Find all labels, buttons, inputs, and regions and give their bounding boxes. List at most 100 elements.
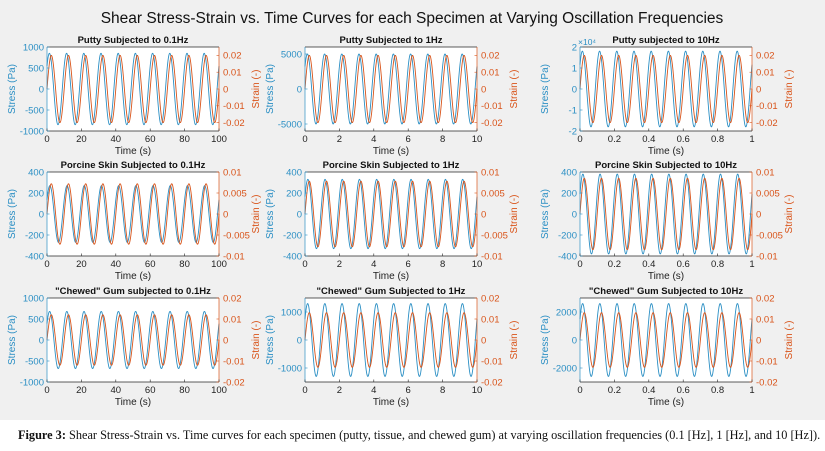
left-tick-label: 0 xyxy=(572,84,577,95)
subplot-2: 0 2 4 6 8 10-500005000-0.02-0.0100.010.02Putt… xyxy=(265,35,520,157)
left-tick-label: 500 xyxy=(28,314,44,325)
right-axis-label: Strain (-) xyxy=(509,70,520,109)
left-tick-label: -5000 xyxy=(278,119,302,130)
x-tick-label: 0.6 xyxy=(677,385,690,396)
stress-series-line xyxy=(304,303,478,377)
chart-grid: Shear Stress-Strain vs. Time Curves for … xyxy=(7,10,795,408)
x-tick-label: 0 xyxy=(577,134,582,145)
x-tick-label: 40 xyxy=(111,259,122,270)
strain-series-line xyxy=(46,54,220,124)
x-tick-label: 40 xyxy=(111,385,122,396)
right-tick-label: 0 xyxy=(223,84,228,95)
right-tick-label: -0.02 xyxy=(481,377,503,388)
x-tick-label: 80 xyxy=(179,134,190,145)
x-axis-label: Time (s) xyxy=(373,397,409,408)
right-tick-label: 0.01 xyxy=(481,167,500,178)
left-tick-label: -200 xyxy=(283,230,302,241)
right-tick-label: 0.005 xyxy=(756,188,780,199)
x-tick-label: 0.2 xyxy=(608,134,621,145)
left-tick-label: 2000 xyxy=(556,307,577,318)
x-tick-label: 60 xyxy=(145,385,156,396)
left-axis-label: Stress (Pa) xyxy=(265,315,276,365)
x-tick-label: 0.6 xyxy=(677,134,690,145)
right-tick-label: -0.02 xyxy=(756,377,778,388)
x-tick-label: 100 xyxy=(211,259,227,270)
right-tick-label: 0.02 xyxy=(481,51,500,62)
x-tick-label: 1 xyxy=(749,134,754,145)
left-tick-label: -2000 xyxy=(553,363,577,374)
x-tick-label: 0.6 xyxy=(677,259,690,270)
strain-series-line xyxy=(46,314,220,366)
subplot-title: Putty Subjected to 1Hz xyxy=(340,35,443,46)
x-tick-label: 80 xyxy=(179,259,190,270)
left-tick-label: -500 xyxy=(25,105,44,116)
right-tick-label: 0.02 xyxy=(756,51,775,62)
x-tick-label: 0 xyxy=(302,134,307,145)
left-tick-label: -1000 xyxy=(278,363,302,374)
x-axis-label: Time (s) xyxy=(648,271,684,282)
x-tick-label: 0 xyxy=(44,385,49,396)
right-axis-label: Strain (-) xyxy=(509,195,520,234)
x-axis-label: Time (s) xyxy=(115,397,151,408)
left-tick-label: 200 xyxy=(286,188,302,199)
right-tick-label: -0.01 xyxy=(223,251,245,262)
left-tick-label: 0 xyxy=(39,335,44,346)
right-tick-label: -0.01 xyxy=(223,101,245,112)
left-axis-label: Stress (Pa) xyxy=(540,64,551,114)
left-tick-label: -200 xyxy=(558,230,577,241)
right-tick-label: -0.005 xyxy=(756,230,783,241)
figure-panel: Shear Stress-Strain vs. Time Curves for … xyxy=(0,0,825,420)
right-tick-label: 0.005 xyxy=(223,188,247,199)
right-axis-label: Strain (-) xyxy=(784,70,795,109)
x-tick-label: 100 xyxy=(211,134,227,145)
subplot-title: Porcine Skin Subjected to 1Hz xyxy=(323,160,460,171)
caption-label: Figure 3: xyxy=(18,428,66,442)
left-axis-label: Stress (Pa) xyxy=(265,189,276,239)
strain-series-line xyxy=(304,54,478,124)
strain-series-line xyxy=(304,180,478,248)
left-tick-label: 1000 xyxy=(281,307,302,318)
x-tick-label: 10 xyxy=(472,385,483,396)
subplot-6: 0 0.2 0.4 0.6 0.8 1 -400 -200 0 200 400 -0.01 -0.005… xyxy=(540,160,795,282)
left-tick-label: 400 xyxy=(28,167,44,178)
left-tick-label: -1 xyxy=(569,105,577,116)
x-tick-label: 2 xyxy=(337,385,342,396)
right-axis-label: Strain (-) xyxy=(784,195,795,234)
right-tick-label: 0.005 xyxy=(481,188,505,199)
right-tick-label: -0.01 xyxy=(223,356,245,367)
right-tick-label: -0.01 xyxy=(481,101,503,112)
x-tick-label: 40 xyxy=(111,134,122,145)
strain-series-line xyxy=(579,177,753,251)
right-tick-label: -0.005 xyxy=(223,230,250,241)
left-tick-label: 0 xyxy=(297,209,302,220)
x-tick-label: 6 xyxy=(406,385,411,396)
x-tick-label: 0.2 xyxy=(608,259,621,270)
right-tick-label: 0 xyxy=(223,335,228,346)
right-tick-label: 0 xyxy=(756,209,761,220)
x-tick-label: 0.2 xyxy=(608,385,621,396)
x-tick-label: 20 xyxy=(76,134,87,145)
x-tick-label: 6 xyxy=(406,134,411,145)
x-tick-label: 60 xyxy=(145,259,156,270)
x-axis-label: Time (s) xyxy=(373,146,409,157)
x-tick-label: 0 xyxy=(577,259,582,270)
x-tick-label: 60 xyxy=(145,134,156,145)
left-axis-label: Stress (Pa) xyxy=(7,64,18,114)
left-tick-label: -400 xyxy=(25,251,44,262)
right-tick-label: 0.01 xyxy=(756,68,775,79)
left-tick-label: 1000 xyxy=(23,42,44,53)
x-tick-label: 100 xyxy=(211,385,227,396)
right-tick-label: 0.01 xyxy=(756,167,775,178)
x-tick-label: 20 xyxy=(76,259,87,270)
left-tick-label: 2 xyxy=(572,42,577,53)
right-tick-label: -0.02 xyxy=(223,118,245,129)
subplot-title: Porcine Skin Subjected to 0.1Hz xyxy=(61,160,206,171)
figure-caption: Figure 3: Shear Stress-Strain vs. Time c… xyxy=(18,428,820,443)
x-axis-label: Time (s) xyxy=(648,397,684,408)
x-tick-label: 8 xyxy=(440,259,445,270)
right-tick-label: -0.02 xyxy=(223,377,245,388)
stress-series-line xyxy=(304,53,478,125)
left-tick-label: 1000 xyxy=(23,293,44,304)
left-tick-label: -1000 xyxy=(20,377,44,388)
x-tick-label: 8 xyxy=(440,385,445,396)
